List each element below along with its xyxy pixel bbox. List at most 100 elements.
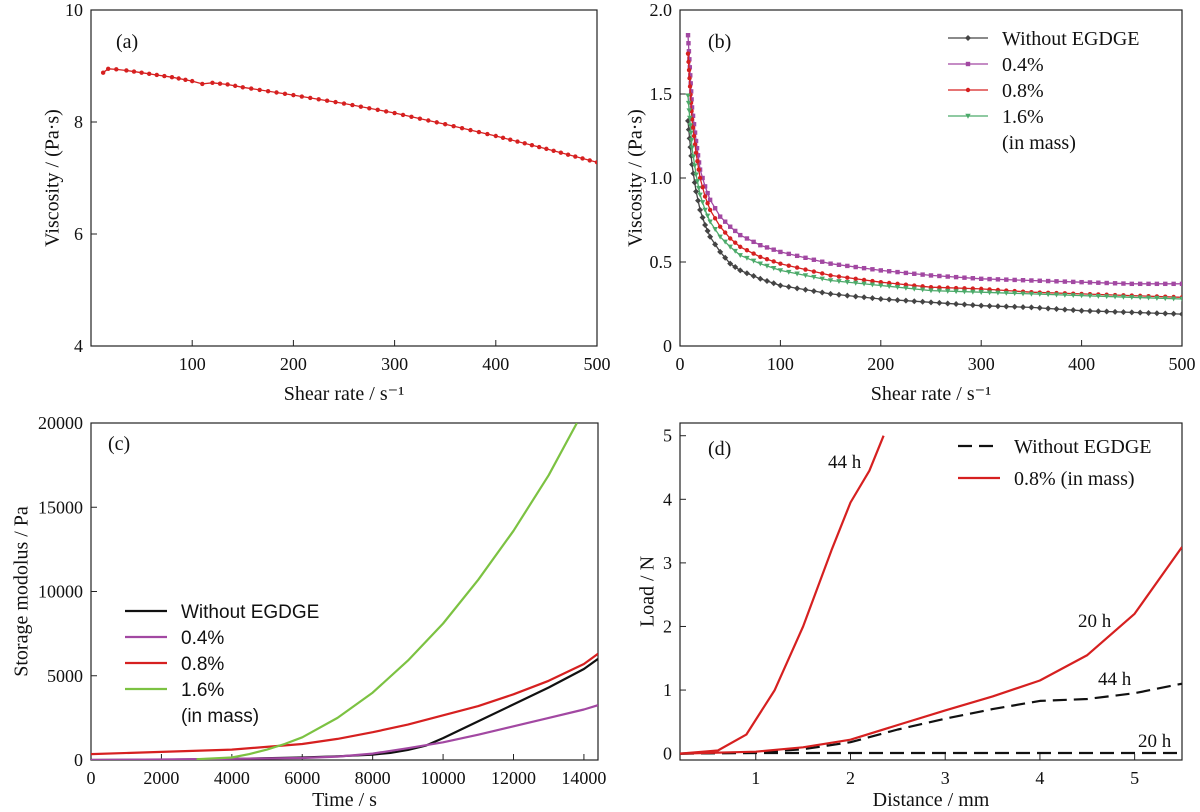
data-point — [1179, 296, 1182, 302]
data-point — [811, 274, 817, 280]
data-point — [1154, 295, 1160, 301]
data-point — [1053, 292, 1060, 298]
data-point — [210, 80, 215, 86]
data-point — [1003, 303, 1010, 310]
y-tick-label: 0 — [74, 750, 83, 770]
data-point — [693, 188, 700, 195]
data-point — [770, 280, 777, 287]
data-point — [1062, 279, 1068, 284]
x-tick-label: 300 — [968, 354, 995, 374]
data-point — [820, 271, 825, 276]
data-point — [819, 289, 826, 296]
x-tick-label: 200 — [867, 354, 894, 374]
x-tick-label: 12000 — [491, 768, 536, 788]
data-point — [1086, 308, 1093, 314]
data-point — [978, 290, 984, 295]
data-point — [712, 216, 718, 221]
data-point — [1053, 306, 1060, 313]
data-point — [937, 285, 942, 290]
data-point — [1120, 294, 1127, 300]
data-point — [878, 283, 884, 289]
series-line — [91, 658, 598, 760]
data-point — [468, 127, 473, 133]
data-point — [690, 125, 696, 130]
data-point — [1112, 294, 1118, 300]
x-axis-title: Shear rate / s⁻¹ — [871, 383, 991, 405]
x-axis-title: Time / s — [312, 789, 377, 811]
y-tick-label: 1.5 — [650, 84, 673, 104]
legend: Without EGDGE 0.8% (in mass) — [958, 436, 1152, 490]
data-point — [717, 224, 723, 229]
series-2 — [91, 652, 598, 756]
data-point — [282, 91, 288, 97]
panel-label: (d) — [708, 438, 731, 460]
data-point — [819, 276, 825, 282]
data-point — [686, 108, 692, 114]
data-point — [751, 239, 756, 245]
data-point — [692, 163, 698, 169]
x-axis-title: Shear rate / s⁻¹ — [284, 383, 404, 405]
data-point — [757, 261, 764, 267]
data-point — [707, 219, 713, 225]
data-point — [902, 297, 909, 304]
y-tick-label: 4 — [663, 489, 672, 509]
y-axis-title: Storage modolus / Pa — [11, 506, 33, 677]
data-point — [732, 248, 738, 254]
data-point — [687, 65, 693, 70]
data-point — [688, 89, 694, 94]
data-point — [697, 175, 703, 181]
data-point — [911, 298, 918, 305]
data-point — [695, 197, 702, 204]
data-point — [697, 192, 703, 198]
data-point — [845, 263, 850, 269]
y-tick-label: 20000 — [38, 413, 83, 433]
data-point — [786, 251, 791, 257]
data-point — [928, 288, 934, 294]
series-3 — [680, 435, 885, 755]
series-line — [680, 435, 885, 755]
data-point — [692, 130, 698, 135]
data-point — [691, 133, 697, 139]
data-point — [844, 279, 851, 285]
panel-b: 0 100 200 300 400 500 0 0.5 1.0 1.5 2.0 Shear rate … — [625, 0, 1196, 405]
data-point — [106, 66, 111, 72]
data-point — [451, 124, 456, 129]
data-point — [878, 268, 883, 273]
data-point — [886, 296, 893, 303]
x-tick-label: 500 — [584, 354, 611, 374]
data-point — [1012, 277, 1017, 283]
data-point — [333, 99, 338, 105]
data-point — [1029, 278, 1034, 283]
y-tick-label: 0.5 — [650, 252, 673, 272]
y-tick-label: 0 — [663, 744, 672, 764]
data-point — [691, 122, 697, 127]
curve-annotation: 44 h — [1098, 669, 1132, 690]
data-point — [877, 295, 884, 302]
x-tick-label: 14000 — [561, 768, 606, 788]
x-axis-title: Distance / mm — [873, 789, 990, 811]
series-1 — [680, 682, 1182, 755]
data-point — [869, 282, 876, 288]
data-point — [945, 285, 950, 290]
data-point — [861, 277, 867, 283]
data-point — [1045, 292, 1051, 298]
data-point — [953, 289, 959, 295]
data-point — [945, 288, 951, 294]
y-tick-label: 10 — [65, 0, 83, 20]
data-point — [694, 145, 700, 151]
series-line — [687, 53, 1182, 298]
data-point — [417, 116, 423, 121]
data-point — [886, 280, 892, 286]
data-point — [845, 275, 850, 280]
data-point — [702, 207, 708, 213]
data-point — [392, 110, 397, 116]
data-point — [240, 85, 245, 90]
data-point — [704, 213, 711, 219]
data-point — [508, 137, 513, 142]
data-point — [777, 282, 784, 289]
data-point — [308, 95, 313, 101]
y-tick-label: 5000 — [47, 666, 83, 686]
data-point — [702, 194, 708, 199]
data-point — [1004, 277, 1009, 282]
data-point — [979, 286, 984, 292]
